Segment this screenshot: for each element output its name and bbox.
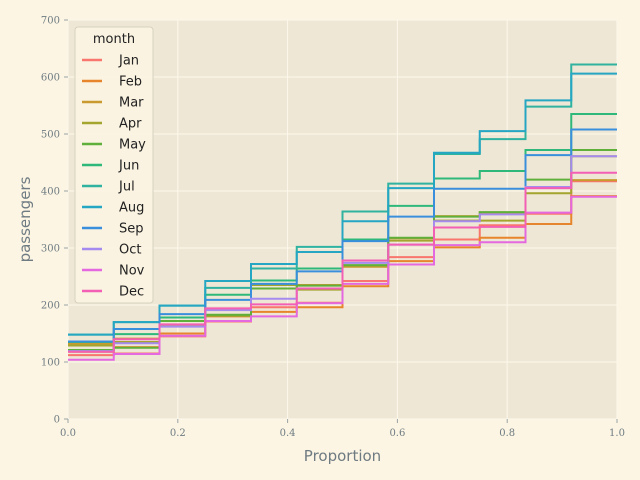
legend-label: Jul	[118, 180, 135, 195]
y-tick-label: 0	[54, 415, 60, 426]
y-axis-title: passengers	[16, 176, 34, 262]
x-tick-label: 0.8	[499, 428, 515, 439]
y-tick-label: 500	[41, 130, 60, 141]
y-tick-label: 300	[41, 244, 60, 255]
x-axis-title: Proportion	[304, 447, 381, 465]
legend-label: Oct	[119, 243, 141, 258]
series-line-aug	[68, 72, 617, 336]
x-tick-label: 1.0	[609, 428, 625, 439]
series-lines	[68, 63, 617, 361]
x-tick-label: 0.2	[170, 428, 186, 439]
y-tick-label: 700	[41, 16, 60, 27]
legend-label: Aug	[119, 201, 144, 216]
legend-label: Jan	[118, 54, 139, 69]
axes: 0 100 200 300 400 500 600 700 0.0 0.2 0.4 0.6 0.8 1.0	[41, 16, 625, 440]
legend-label: Jun	[118, 159, 139, 174]
y-tick-label: 400	[41, 187, 60, 198]
y-tick-label: 100	[41, 358, 60, 369]
legend-label: May	[119, 138, 146, 153]
legend-label: Dec	[119, 285, 144, 300]
series-line-dec	[68, 171, 617, 353]
y-tick-label: 600	[41, 73, 60, 84]
legend-label: Nov	[119, 264, 145, 279]
legend-label: Sep	[119, 222, 144, 237]
legend-label: Apr	[119, 117, 142, 132]
x-tick-label: 0.6	[389, 428, 405, 439]
x-tick-label: 0.0	[60, 428, 76, 439]
legend-title: month	[93, 32, 135, 47]
y-tick-label: 200	[41, 301, 60, 312]
legend-label: Mar	[119, 96, 144, 111]
legend: month Jan Feb Mar Apr May Jun Jul Aug Sep Oct Nov D…	[74, 26, 154, 304]
legend-label: Feb	[119, 75, 142, 90]
x-tick-label: 0.4	[280, 428, 296, 439]
legend-box	[74, 26, 154, 304]
